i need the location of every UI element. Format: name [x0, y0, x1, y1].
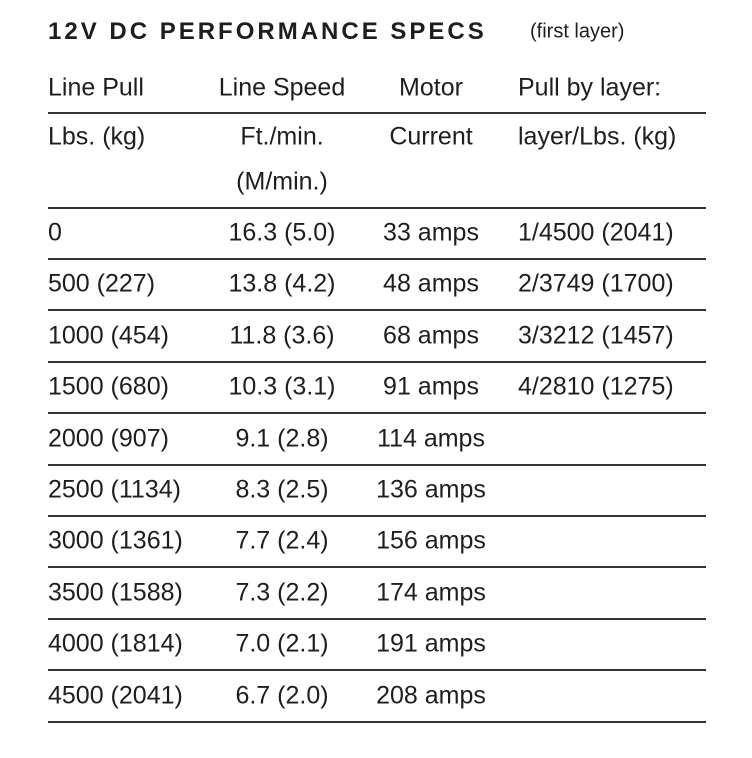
row-rule: [48, 207, 706, 209]
table-cell: 500 (227): [48, 269, 156, 298]
table-cell: 2500 (1134): [48, 475, 181, 504]
table-cell: 7.3 (2.2): [235, 578, 329, 607]
table-cell: 3500 (1588): [48, 578, 183, 607]
table-cell: 114 amps: [377, 424, 485, 453]
table-cell: 48 amps: [383, 269, 479, 298]
table-cell: 2000 (907): [48, 424, 169, 453]
row-rule: [48, 412, 706, 415]
row-rule: [48, 258, 706, 260]
table-cell: 11.8 (3.6): [229, 321, 335, 350]
table-cell: 3/3212 (1457): [518, 321, 674, 350]
header-cell: layer/Lbs. (kg): [518, 122, 677, 151]
header-cell: Line Pull: [48, 73, 144, 102]
table-cell: 1500 (680): [48, 372, 169, 401]
table-cell: 13.8 (4.2): [228, 269, 336, 298]
title: 12V DC PERFORMANCE SPECS: [48, 18, 487, 45]
row-rule: [48, 669, 706, 672]
row-rule: [48, 720, 706, 723]
header-cell: Current: [389, 122, 473, 151]
table-cell: 68 amps: [383, 321, 479, 350]
row-rule: [48, 617, 706, 620]
table-cell: 208 amps: [376, 681, 486, 710]
table-cell: 191 amps: [376, 629, 486, 658]
header-cell: Line Speed: [218, 73, 346, 102]
table-cell: 156 amps: [376, 526, 486, 555]
header-cell: (M/min.): [236, 167, 328, 196]
row-rule: [48, 360, 706, 363]
row-rule: [48, 515, 706, 517]
table-cell: 1000 (454): [48, 321, 169, 350]
table-cell: 136 amps: [376, 475, 486, 504]
table-cell: 7.7 (2.4): [235, 526, 329, 555]
row-rule: [48, 463, 706, 466]
row-rule: [48, 566, 706, 569]
row-rule: [48, 309, 706, 312]
table-cell: 6.7 (2.0): [235, 681, 329, 710]
header-cell: Lbs. (kg): [48, 122, 146, 151]
table-cell: 33 amps: [383, 218, 479, 247]
table-cell: 8.3 (2.5): [235, 475, 329, 504]
subtitle: (first layer): [530, 20, 625, 43]
table-cell: 7.0 (2.1): [235, 629, 329, 658]
table-cell: 10.3 (3.1): [228, 372, 336, 401]
table-cell: 91 amps: [383, 372, 479, 401]
table-cell: 4500 (2041): [48, 681, 183, 710]
table-cell: 9.1 (2.8): [235, 424, 329, 453]
header-cell: Ft./min.: [240, 122, 324, 151]
table-cell: 2/3749 (1700): [518, 269, 674, 298]
table-cell: 3000 (1361): [48, 526, 183, 555]
table-cell: 4/2810 (1275): [518, 372, 674, 401]
table-cell: 174 amps: [376, 578, 486, 607]
row-rule: [48, 112, 706, 114]
table-cell: 1/4500 (2041): [518, 218, 674, 247]
table-cell: 16.3 (5.0): [228, 218, 336, 247]
table-cell: 0: [48, 218, 62, 247]
table-cell: 4000 (1814): [48, 629, 183, 658]
header-cell: Pull by layer:: [518, 73, 662, 102]
header-cell: Motor: [399, 73, 463, 102]
